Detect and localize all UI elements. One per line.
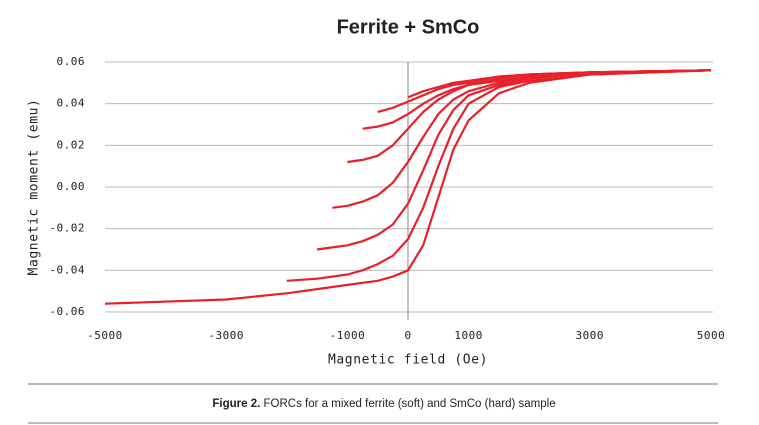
caption-label: Figure 2. [212,398,260,410]
forc-curve [286,69,712,282]
y-tick-label: 0.02 [57,138,86,151]
forc-curve [316,69,712,251]
x-tick-label: -3000 [208,329,244,342]
y-tick-label: 0.04 [57,97,86,110]
forc-curve [104,69,712,305]
y-tick-label: 0.06 [57,55,86,68]
x-tick-label: -5000 [87,329,123,342]
y-axis-label: Magnetic moment (emu) [27,99,42,276]
y-tick-label: -0.02 [49,222,85,235]
caption: Figure 2. FORCs for a mixed ferrite (sof… [212,398,555,410]
x-tick-label: -1000 [330,329,366,342]
y-tick-label: -0.04 [49,263,85,276]
x-tick-label: 0 [404,329,411,342]
x-axis-label: Magnetic field (Oe) [328,353,488,368]
y-tick-label: -0.06 [49,305,85,318]
x-tick-label: 5000 [697,329,726,342]
caption-text: FORCs for a mixed ferrite (soft) and SmC… [264,398,556,410]
forc-curve [407,69,712,99]
forc-curve [347,69,712,164]
x-tick-label: 3000 [576,329,605,342]
chart-title: Ferrite + SmCo [337,16,480,38]
y-tick-label: 0.00 [57,180,86,193]
x-tick-label: 1000 [454,329,483,342]
